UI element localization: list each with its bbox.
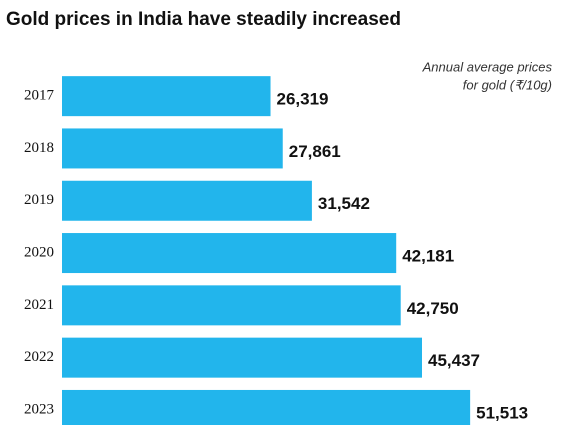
y-tick-label: 2023 — [24, 401, 54, 417]
chart-title: Gold prices in India have steadily incre… — [6, 9, 401, 30]
bar — [62, 389, 471, 425]
value-label: 42,181 — [402, 247, 454, 266]
y-tick-label: 2017 — [24, 88, 55, 104]
bar — [62, 128, 283, 169]
bar — [62, 285, 401, 326]
value-label: 26,319 — [277, 90, 329, 109]
value-label: 42,750 — [407, 299, 459, 318]
bar — [62, 76, 271, 117]
value-label: 31,542 — [318, 194, 370, 213]
y-tick-label: 2020 — [24, 244, 54, 260]
annotation: for gold (₹/10g) — [463, 77, 552, 92]
bar — [62, 233, 397, 274]
bar — [62, 180, 312, 221]
y-tick-label: 2018 — [24, 140, 54, 156]
y-tick-label: 2022 — [24, 349, 54, 365]
y-tick-label: 2021 — [24, 297, 54, 313]
value-label: 51,513 — [476, 403, 528, 422]
y-tick-label: 2019 — [24, 192, 54, 208]
annotation: Annual average prices — [422, 59, 553, 74]
value-label: 45,437 — [428, 351, 480, 370]
value-label: 27,861 — [289, 142, 341, 161]
bar — [62, 337, 423, 378]
